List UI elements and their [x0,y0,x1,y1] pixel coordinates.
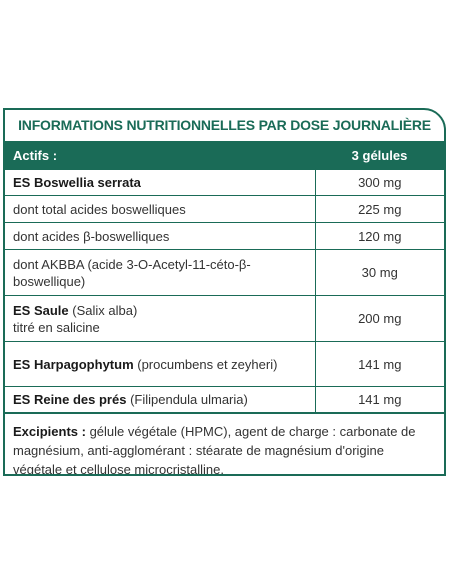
row-label-rest: (Filipendula ulmaria) [126,392,248,407]
panel-title: INFORMATIONS NUTRITIONNELLES PAR DOSE JO… [18,117,431,133]
table-header-row: Actifs : 3 gélules [5,141,444,170]
row-label-bold: ES Saule [13,302,69,318]
row-label: ES Boswellia serrata [5,169,315,196]
row-label: ES Harpagophytum (procumbens et zeyheri) [5,341,315,387]
excipients-body: gélule végétale (HPMC), agent de charge … [13,424,416,476]
row-label-rest: (procumbens et zeyheri) [133,356,278,372]
row-label-bold: ES Harpagophytum [13,356,134,372]
header-dose: 3 gélules [315,141,444,170]
row-value: 120 mg [314,222,444,250]
row-value: 225 mg [314,195,444,223]
row-value: 30 mg [314,249,444,296]
nutrition-table: Actifs : 3 gélules ES Boswellia serrata … [5,141,444,476]
row-label-line2: titré en salicine [13,319,100,335]
row-label: dont acides β-boswelliques [5,222,315,250]
table-row: dont total acides boswelliques 225 mg [5,195,444,223]
table-row: ES Reine des prés (Filipendula ulmaria) … [5,386,444,413]
row-label-rest: (Salix alba) [68,302,138,318]
nutrition-panel: INFORMATIONS NUTRITIONNELLES PAR DOSE JO… [3,108,446,476]
row-value: 200 mg [314,295,444,342]
row-label-bold: ES Boswellia serrata [13,175,141,190]
row-label: ES Reine des prés (Filipendula ulmaria) [5,386,315,413]
table-row: ES Saule (Salix alba) titré en salicine 2… [5,295,444,342]
row-label: ES Saule (Salix alba) titré en salicine [5,295,315,342]
table-row: ES Boswellia serrata 300 mg [5,169,444,196]
row-value: 141 mg [314,386,444,413]
header-actifs: Actifs : [5,141,315,170]
row-value: 300 mg [314,169,444,196]
excipients-text: Excipients : gélule végétale (HPMC), age… [5,412,444,476]
excipients-row: Excipients : gélule végétale (HPMC), age… [5,412,444,476]
excipients-label: Excipients : [13,424,86,439]
table-row: ES Harpagophytum (procumbens et zeyheri)… [5,341,444,387]
row-label: dont AKBBA (acide 3-O-Acetyl-11-céto-β-b… [5,249,315,296]
table-row: dont AKBBA (acide 3-O-Acetyl-11-céto-β-b… [5,249,444,296]
row-label: dont total acides boswelliques [5,195,315,223]
row-label-bold: ES Reine des prés [13,392,127,407]
row-value: 141 mg [314,341,444,387]
table-row: dont acides β-boswelliques 120 mg [5,222,444,250]
